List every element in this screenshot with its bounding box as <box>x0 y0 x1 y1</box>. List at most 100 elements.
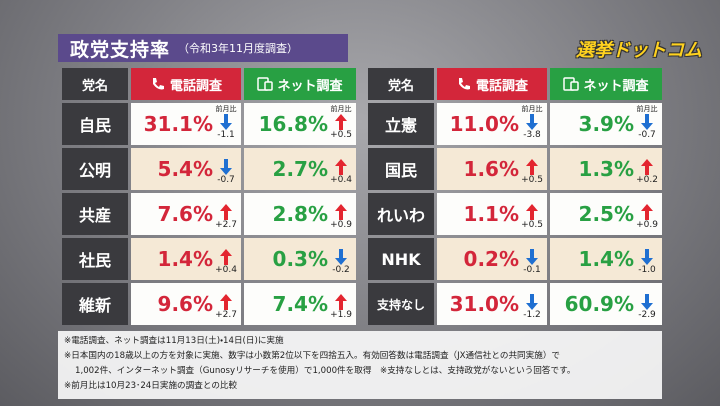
change-value: -1.2 <box>523 310 541 320</box>
net-value: 60.9% <box>564 292 634 316</box>
change-value: -0.1 <box>523 265 541 275</box>
party-name: 支持なし <box>368 283 434 325</box>
change-arrow <box>526 159 538 175</box>
column-header: ネット調査 <box>244 68 356 100</box>
change-value: -2.9 <box>638 310 656 320</box>
phone-cell: 31.0% -1.2 <box>437 283 547 325</box>
party-name: 維新 <box>62 283 128 325</box>
party-name: 社民 <box>62 238 128 280</box>
change-arrow <box>335 114 347 130</box>
change-arrow <box>220 159 232 175</box>
notes: ※電話調査、ネット調査は11月13日(土)・14日(日)に実施 ※日本国内の18… <box>58 331 662 399</box>
net-cell: 7.4% +1.9 <box>244 283 356 325</box>
phone-cell: 11.0% -3.8 前月比 <box>437 103 547 145</box>
phone-cell: 31.1% -1.1 前月比 <box>131 103 241 145</box>
change-arrow <box>641 159 653 175</box>
net-cell: 0.3% -0.2 <box>244 238 356 280</box>
note: ※前月比は10月23･24日実施の調査との比較 <box>64 381 238 391</box>
change-value: -0.7 <box>638 130 656 140</box>
note: 1,002件、インターネット調査（Gunosyリサーチを使用）で1,000件を取… <box>75 366 576 376</box>
column-header: 電話調査 <box>131 68 241 100</box>
net-cell: 16.8% +0.5 前月比 <box>244 103 356 145</box>
phone-icon <box>152 78 164 90</box>
change-value: +0.5 <box>330 130 352 140</box>
change-arrow <box>335 249 347 265</box>
logo: 選挙ドットコム <box>576 40 702 61</box>
phone-icon <box>458 78 470 90</box>
title: 政党支持率 <box>70 38 171 61</box>
phone-value: 31.1% <box>143 112 213 136</box>
change-arrow <box>335 294 347 310</box>
party-name: れいわ <box>368 193 434 235</box>
change-arrow <box>335 204 347 220</box>
change-arrow <box>335 159 347 175</box>
change-value: +0.5 <box>521 175 543 185</box>
party-name: 公明 <box>62 148 128 190</box>
party-name: NHK <box>368 238 434 280</box>
change-value: +0.2 <box>636 175 658 185</box>
subtitle: （令和3年11月度調査） <box>178 42 299 55</box>
change-value: +0.9 <box>636 220 658 230</box>
phone-cell: 7.6% +2.7 <box>131 193 241 235</box>
change-value: +0.5 <box>521 220 543 230</box>
change-arrow <box>526 204 538 220</box>
change-value: -1.1 <box>217 130 235 140</box>
phone-value: 1.6% <box>463 157 519 181</box>
net-value: 2.7% <box>272 157 328 181</box>
change-arrow <box>220 114 232 130</box>
change-arrow <box>641 249 653 265</box>
change-value: -0.2 <box>332 265 350 275</box>
change-arrow <box>641 294 653 310</box>
phone-value: 1.4% <box>157 247 213 271</box>
phone-value: 5.4% <box>157 157 213 181</box>
phone-cell: 1.4% +0.4 <box>131 238 241 280</box>
net-value: 2.8% <box>272 202 328 226</box>
net-cell: 2.5% +0.9 <box>550 193 662 235</box>
change-value: +0.4 <box>215 265 237 275</box>
phone-value: 9.6% <box>157 292 213 316</box>
net-cell: 1.3% +0.2 <box>550 148 662 190</box>
net-icon <box>563 77 580 91</box>
change-arrow <box>641 114 653 130</box>
change-label: 前月比 <box>215 105 237 113</box>
net-value: 1.4% <box>578 247 634 271</box>
change-label: 前月比 <box>636 105 658 113</box>
note: ※日本国内の18歳以上の方を対象に実施、数字は小数第2位以下を四捨五入。有効回答… <box>64 351 561 361</box>
change-arrow <box>526 249 538 265</box>
net-cell: 1.4% -1.0 <box>550 238 662 280</box>
net-value: 16.8% <box>258 112 328 136</box>
phone-cell: 9.6% +2.7 <box>131 283 241 325</box>
change-value: +1.9 <box>330 310 352 320</box>
change-value: -0.7 <box>217 175 235 185</box>
phone-value: 11.0% <box>449 112 519 136</box>
change-label: 前月比 <box>521 105 543 113</box>
net-value: 7.4% <box>272 292 328 316</box>
phone-cell: 0.2% -0.1 <box>437 238 547 280</box>
phone-value: 7.6% <box>157 202 213 226</box>
change-value: -3.8 <box>523 130 541 140</box>
change-arrow <box>641 204 653 220</box>
change-value: -1.0 <box>638 265 656 275</box>
net-value: 1.3% <box>578 157 634 181</box>
phone-cell: 1.6% +0.5 <box>437 148 547 190</box>
column-header: 電話調査 <box>437 68 547 100</box>
party-name: 国民 <box>368 148 434 190</box>
net-cell: 2.8% +0.9 <box>244 193 356 235</box>
change-label: 前月比 <box>330 105 352 113</box>
change-value: +0.4 <box>330 175 352 185</box>
party-name: 自民 <box>62 103 128 145</box>
net-value: 0.3% <box>272 247 328 271</box>
phone-cell: 1.1% +0.5 <box>437 193 547 235</box>
party-name: 共産 <box>62 193 128 235</box>
note: ※電話調査、ネット調査は11月13日(土)・14日(日)に実施 <box>64 336 284 346</box>
net-icon <box>257 77 274 91</box>
party-name: 立憲 <box>368 103 434 145</box>
change-arrow <box>220 249 232 265</box>
change-arrow <box>526 294 538 310</box>
phone-value: 0.2% <box>463 247 519 271</box>
column-header: 党名 <box>368 68 434 100</box>
change-arrow <box>220 294 232 310</box>
net-cell: 60.9% -2.9 <box>550 283 662 325</box>
change-arrow <box>220 204 232 220</box>
